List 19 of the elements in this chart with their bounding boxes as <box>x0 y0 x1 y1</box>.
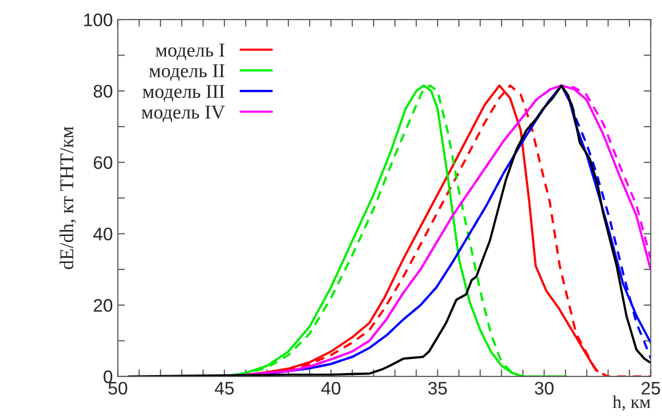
y-tick-label: 40 <box>93 228 112 240</box>
y-tick-label: 0 <box>104 370 112 384</box>
line-series <box>127 84 651 376</box>
x-tick-label: 45 <box>214 382 234 395</box>
y-tick-label: 20 <box>94 299 112 312</box>
x-tick-label: 50 <box>108 382 128 395</box>
legend-label: модель III <box>142 85 224 102</box>
x-axis-title: h, км <box>612 395 650 411</box>
y-tick-label: 60 <box>94 156 112 170</box>
legend-label: модель IV <box>142 106 225 122</box>
y-tick-label: 100 <box>84 13 112 26</box>
y-tick-label: 80 <box>94 84 112 98</box>
legend-label: модель I <box>156 44 224 60</box>
x-tick-label: 40 <box>321 382 340 395</box>
x-tick-label: 35 <box>428 382 447 395</box>
x-tick-label: 25 <box>642 382 660 395</box>
legend-label: модель II <box>149 64 224 81</box>
y-axis-title: dE/dh, кт ТНТ/км <box>60 126 76 270</box>
x-tick-label: 30 <box>534 382 554 395</box>
